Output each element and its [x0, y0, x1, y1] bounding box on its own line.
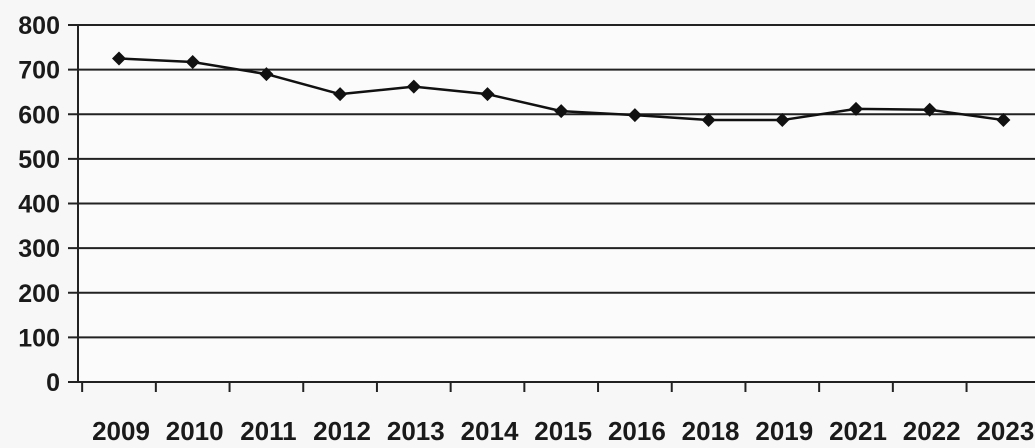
x-tick-label: 2014	[461, 416, 519, 443]
y-tick-label: 300	[18, 235, 60, 263]
x-tick-label: 2019	[755, 416, 813, 443]
y-tick-label: 400	[18, 191, 60, 219]
y-tick-label: 200	[18, 280, 60, 308]
x-tick-label: 2009	[92, 416, 150, 443]
data-point-2010	[185, 55, 200, 70]
data-point-2016	[627, 108, 642, 123]
data-point-2018	[701, 113, 716, 128]
x-tick-label: 2023	[976, 416, 1034, 443]
data-point-2009	[112, 51, 126, 66]
x-tick-label: 2012	[313, 416, 371, 443]
y-tick-label: 100	[18, 324, 60, 352]
y-tick-label: 700	[18, 57, 60, 85]
data-point-2021	[849, 101, 863, 116]
y-tick-label: 600	[18, 101, 60, 129]
y-tick-label: 0	[46, 369, 60, 397]
y-tick-label: 800	[18, 12, 60, 40]
x-tick-label: 2018	[682, 416, 740, 443]
gridlines	[78, 24, 1035, 382]
x-tick-label: 2013	[387, 416, 445, 443]
data-point-2023	[996, 113, 1011, 128]
x-tick-label: 2015	[534, 416, 592, 443]
data-point-2019	[775, 113, 790, 128]
data-point-2013	[406, 79, 421, 94]
x-tick-labels: 2009 2010 2011 2012 2013 2014 2015 2016 2018 2019…	[92, 416, 1034, 446]
x-tick-label: 2011	[240, 416, 296, 443]
data-point-2022	[922, 102, 937, 117]
x-tick-label: 2021	[829, 416, 887, 443]
data-markers	[112, 51, 1011, 128]
axes	[68, 24, 1035, 392]
x-tick-label: 2022	[903, 416, 961, 443]
y-tick-label: 500	[18, 146, 60, 174]
x-tick-label: 2010	[166, 416, 224, 443]
data-point-2012	[333, 87, 348, 102]
x-tick-label: 2016	[608, 416, 666, 443]
data-point-2011	[259, 67, 274, 82]
data-point-2015	[554, 104, 569, 119]
data-point-2014	[480, 87, 495, 102]
y-tick-labels: 800 700 600 500 400 300 200 100 0	[18, 12, 60, 397]
